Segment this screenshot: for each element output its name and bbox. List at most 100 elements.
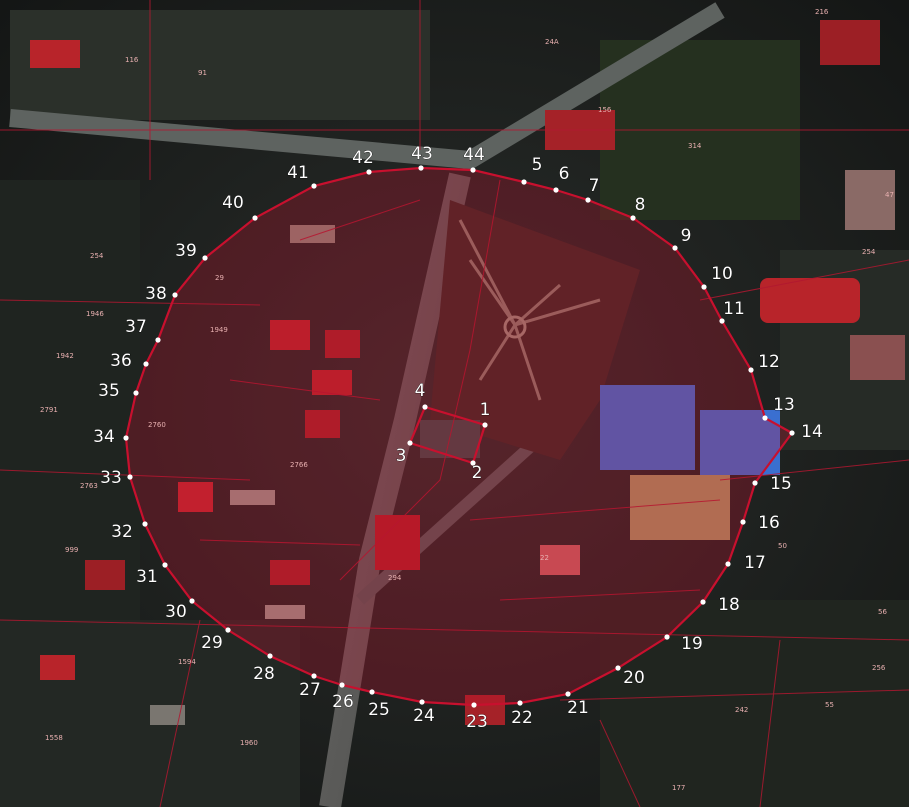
boundary-point-label-39: 39 — [175, 241, 197, 261]
boundary-point-marker-44 — [470, 167, 476, 173]
boundary-point-marker-27 — [311, 673, 317, 679]
parcel-number: 2763 — [80, 482, 98, 490]
parcel-number: 1594 — [178, 658, 196, 666]
boundary-point-label-35: 35 — [98, 381, 120, 401]
boundary-point-marker-16 — [740, 519, 746, 525]
boundary-point-marker-33 — [127, 474, 133, 480]
parcel-number: 216 — [815, 8, 829, 16]
parcel-number: 294 — [388, 574, 402, 582]
parcel-number: 2760 — [148, 421, 166, 429]
boundary-point-label-8: 8 — [635, 195, 646, 215]
boundary-point-marker-25 — [369, 689, 375, 695]
parcel-number: 314 — [688, 142, 702, 150]
boundary-point-label-40: 40 — [222, 193, 244, 213]
parcel-number: 1949 — [210, 326, 228, 334]
boundary-point-marker-2 — [470, 460, 476, 466]
boundary-point-label-15: 15 — [770, 474, 792, 494]
boundary-point-marker-15 — [752, 480, 758, 486]
boundary-point-label-20: 20 — [623, 668, 645, 688]
parcel-number: 1960 — [240, 739, 258, 747]
boundary-point-marker-7 — [585, 197, 591, 203]
boundary-point-marker-18 — [700, 599, 706, 605]
boundary-point-marker-11 — [719, 318, 725, 324]
boundary-point-label-43: 43 — [411, 144, 433, 164]
boundary-point-label-14: 14 — [801, 422, 823, 442]
parcel-number: 55 — [825, 701, 834, 709]
boundary-point-label-37: 37 — [125, 317, 147, 337]
boundary-point-marker-31 — [162, 562, 168, 568]
boundary-point-label-13: 13 — [773, 395, 795, 415]
parcel-number: 254 — [90, 252, 104, 260]
parcel-number: 56 — [878, 608, 887, 616]
boundary-point-marker-6 — [553, 187, 559, 193]
boundary-point-marker-42 — [366, 169, 372, 175]
parcel-number: 2766 — [290, 461, 308, 469]
boundary-point-marker-22 — [517, 700, 523, 706]
boundary-point-label-28: 28 — [253, 664, 275, 684]
boundary-point-marker-20 — [615, 665, 621, 671]
boundary-point-label-2: 2 — [472, 463, 483, 483]
parcel-number: 156 — [598, 106, 612, 114]
parcel-number: 116 — [125, 56, 139, 64]
boundary-point-label-33: 33 — [100, 468, 122, 488]
boundary-point-label-21: 21 — [567, 698, 589, 718]
boundary-point-label-3: 3 — [396, 446, 407, 466]
boundary-point-marker-21 — [565, 691, 571, 697]
boundary-point-label-36: 36 — [110, 351, 132, 371]
parcel-number: 91 — [198, 69, 207, 77]
boundary-point-label-11: 11 — [723, 299, 745, 319]
boundary-point-label-7: 7 — [589, 176, 600, 196]
boundary-point-marker-29 — [225, 627, 231, 633]
boundary-point-label-4: 4 — [415, 381, 426, 401]
boundary-point-marker-40 — [252, 215, 258, 221]
boundary-point-marker-39 — [202, 255, 208, 261]
boundary-point-label-44: 44 — [463, 145, 485, 165]
boundary-point-label-9: 9 — [681, 226, 692, 246]
boundary-point-marker-5 — [521, 179, 527, 185]
parcel-number: 999 — [65, 546, 78, 554]
boundary-point-marker-23 — [471, 702, 477, 708]
boundary-point-marker-13 — [762, 415, 768, 421]
boundary-point-label-10: 10 — [711, 264, 733, 284]
parcel-number: 242 — [735, 706, 748, 714]
boundary-point-marker-24 — [419, 699, 425, 705]
boundary-point-marker-32 — [142, 521, 148, 527]
boundary-point-label-29: 29 — [201, 633, 223, 653]
boundary-point-label-27: 27 — [299, 680, 321, 700]
boundary-point-label-34: 34 — [93, 427, 115, 447]
boundary-point-marker-4 — [422, 404, 428, 410]
boundary-point-label-31: 31 — [136, 567, 158, 587]
boundary-point-label-19: 19 — [681, 634, 703, 654]
parcel-number: 22 — [540, 554, 549, 562]
park-area — [430, 200, 640, 460]
boundary-point-label-12: 12 — [758, 352, 780, 372]
parcel-number: 1942 — [56, 352, 74, 360]
boundary-point-marker-9 — [672, 245, 678, 251]
parcel-number-layer: 21624A1169115631425419461949194227912760… — [40, 8, 894, 792]
boundary-point-label-25: 25 — [368, 700, 390, 720]
boundary-point-marker-41 — [311, 183, 317, 189]
parcel-number: 1946 — [86, 310, 104, 318]
boundary-point-label-6: 6 — [559, 164, 570, 184]
boundary-point-label-1: 1 — [480, 400, 491, 420]
boundary-point-marker-35 — [133, 390, 139, 396]
boundary-point-label-16: 16 — [758, 513, 780, 533]
boundary-point-marker-28 — [267, 653, 273, 659]
boundary-point-marker-36 — [143, 361, 149, 367]
boundary-point-marker-19 — [664, 634, 670, 640]
boundary-point-label-41: 41 — [287, 163, 309, 183]
boundary-point-marker-17 — [725, 561, 731, 567]
boundary-point-label-42: 42 — [352, 148, 374, 168]
boundary-point-marker-10 — [701, 284, 707, 290]
parcel-number: 177 — [672, 784, 685, 792]
parcel-number: 1558 — [45, 734, 63, 742]
boundary-point-label-26: 26 — [332, 692, 354, 712]
boundary-point-label-22: 22 — [511, 708, 533, 728]
boundary-point-label-18: 18 — [718, 595, 740, 615]
parcel-number: 29 — [215, 274, 224, 282]
buildings — [30, 20, 905, 725]
boundary-point-label-23: 23 — [466, 712, 488, 732]
